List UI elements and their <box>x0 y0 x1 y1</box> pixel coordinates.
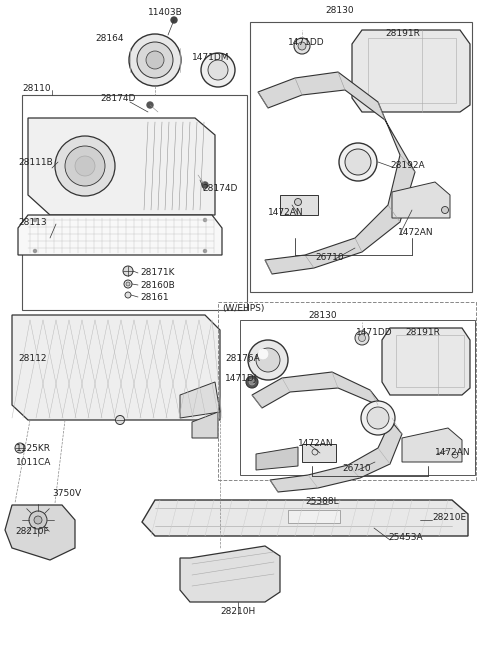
Polygon shape <box>302 444 336 462</box>
Circle shape <box>204 218 206 222</box>
Circle shape <box>249 379 255 385</box>
Circle shape <box>126 282 130 286</box>
Circle shape <box>29 511 47 529</box>
Polygon shape <box>382 328 470 395</box>
Circle shape <box>248 340 288 380</box>
Text: 28210E: 28210E <box>432 514 466 522</box>
Text: (W/EHPS): (W/EHPS) <box>222 303 264 312</box>
Text: 1471DD: 1471DD <box>288 38 324 46</box>
Text: 28191R: 28191R <box>385 28 420 38</box>
Polygon shape <box>256 447 298 470</box>
Text: 1472AN: 1472AN <box>398 228 433 236</box>
Bar <box>218 302 476 480</box>
Bar <box>288 510 340 523</box>
Circle shape <box>204 250 206 252</box>
Polygon shape <box>252 372 402 492</box>
Bar <box>240 320 475 475</box>
Text: 28210F: 28210F <box>15 528 48 536</box>
Text: 1471DJ: 1471DJ <box>225 373 257 383</box>
Text: 28191R: 28191R <box>405 328 440 336</box>
Circle shape <box>361 401 395 435</box>
Bar <box>250 22 472 292</box>
Text: 3750V: 3750V <box>52 489 81 498</box>
Circle shape <box>75 156 95 176</box>
Text: 28130: 28130 <box>308 310 336 320</box>
Text: 25388L: 25388L <box>305 498 338 506</box>
Circle shape <box>294 38 310 54</box>
Circle shape <box>339 143 377 181</box>
Circle shape <box>298 42 306 50</box>
Text: 1471DD: 1471DD <box>356 328 393 336</box>
Text: 28176A: 28176A <box>225 354 260 363</box>
Polygon shape <box>28 118 215 215</box>
Circle shape <box>34 516 42 524</box>
Circle shape <box>146 51 164 69</box>
Circle shape <box>258 349 268 359</box>
Bar <box>22 95 247 310</box>
Text: 28160B: 28160B <box>140 281 175 289</box>
Text: 1011CA: 1011CA <box>16 457 51 467</box>
Polygon shape <box>192 412 218 438</box>
Text: 1472AN: 1472AN <box>298 438 334 448</box>
Circle shape <box>355 331 369 345</box>
Circle shape <box>34 250 36 252</box>
Text: 1472AN: 1472AN <box>435 448 470 457</box>
Circle shape <box>34 218 36 222</box>
Text: 28111B: 28111B <box>18 158 53 167</box>
Text: 11403B: 11403B <box>148 7 183 17</box>
Text: 28210H: 28210H <box>220 608 255 616</box>
Polygon shape <box>392 182 450 218</box>
Text: 28110: 28110 <box>22 83 50 93</box>
Polygon shape <box>402 428 462 462</box>
Text: 28164: 28164 <box>95 34 123 42</box>
Circle shape <box>123 266 133 276</box>
Text: 28161: 28161 <box>140 293 168 301</box>
Circle shape <box>246 376 258 388</box>
Circle shape <box>295 199 301 205</box>
Polygon shape <box>18 215 222 255</box>
Circle shape <box>65 146 105 186</box>
Polygon shape <box>180 382 220 418</box>
Circle shape <box>55 136 115 196</box>
Polygon shape <box>280 195 318 215</box>
Circle shape <box>202 182 208 188</box>
Circle shape <box>367 407 389 429</box>
Polygon shape <box>5 505 75 560</box>
Circle shape <box>129 34 181 86</box>
Circle shape <box>124 280 132 288</box>
Text: 25453A: 25453A <box>388 534 422 542</box>
Text: 1472AN: 1472AN <box>268 207 304 216</box>
Text: 28130: 28130 <box>325 5 354 15</box>
Circle shape <box>116 416 124 424</box>
Circle shape <box>345 149 371 175</box>
Text: 28112: 28112 <box>18 354 47 363</box>
Circle shape <box>137 42 173 78</box>
Circle shape <box>256 348 280 372</box>
Circle shape <box>147 102 153 108</box>
Text: 26710: 26710 <box>315 252 344 261</box>
Circle shape <box>171 17 177 23</box>
Circle shape <box>125 292 131 298</box>
Text: 28174D: 28174D <box>202 183 238 193</box>
Polygon shape <box>142 500 468 536</box>
Text: 1125KR: 1125KR <box>16 444 51 453</box>
Text: 1471DM: 1471DM <box>192 52 229 62</box>
Bar <box>396 335 464 387</box>
Text: 28174D: 28174D <box>100 93 135 103</box>
Polygon shape <box>352 30 470 112</box>
Circle shape <box>359 334 365 342</box>
Text: 28192A: 28192A <box>390 160 425 169</box>
Text: 26710: 26710 <box>342 463 371 473</box>
Circle shape <box>15 443 25 453</box>
Circle shape <box>442 207 448 214</box>
Circle shape <box>201 53 235 87</box>
Polygon shape <box>180 546 280 602</box>
Polygon shape <box>12 315 220 420</box>
Circle shape <box>208 60 228 80</box>
Text: 28171K: 28171K <box>140 267 175 277</box>
Polygon shape <box>258 72 415 274</box>
Text: 28113: 28113 <box>18 218 47 226</box>
Bar <box>368 38 456 103</box>
